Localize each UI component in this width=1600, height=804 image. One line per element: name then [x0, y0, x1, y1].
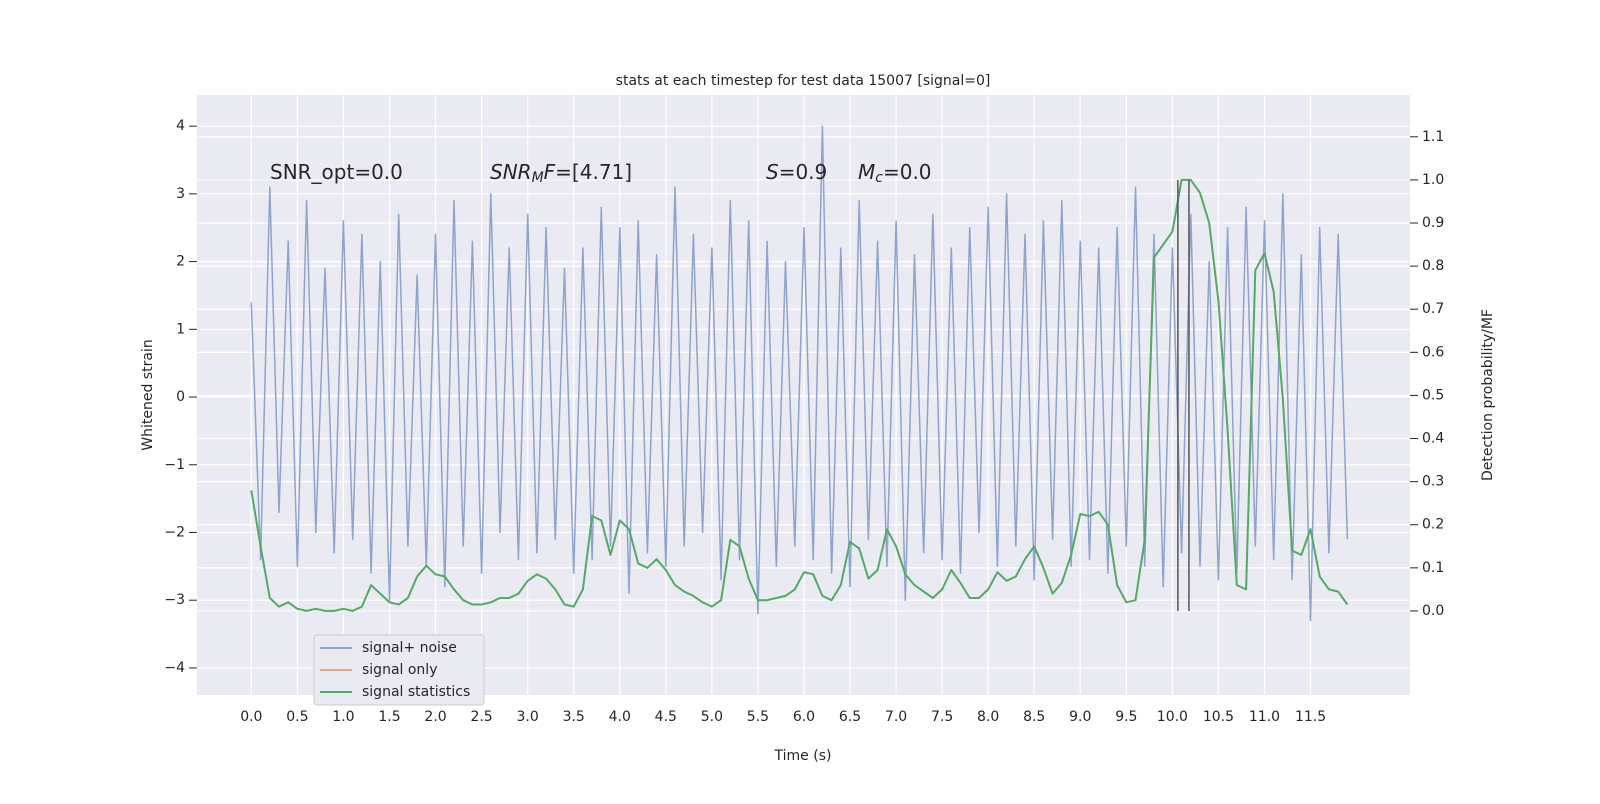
- y-tick-label: 3: [176, 186, 185, 202]
- annotation-part: =0.9: [779, 160, 828, 184]
- x-tick-label: 7.0: [885, 709, 907, 725]
- x-tick-label: 7.5: [931, 709, 953, 725]
- x-tick-label: 4.5: [655, 709, 677, 725]
- x-tick-label: 0.5: [286, 709, 308, 725]
- y2-tick-label: 0.1: [1422, 560, 1444, 576]
- y2-tick-label: 0.2: [1422, 517, 1444, 533]
- x-tick-label: 3.0: [517, 709, 539, 725]
- y2-tick-label: 0.5: [1422, 387, 1444, 403]
- annotation: Mc=0.0: [858, 160, 932, 187]
- y-tick-label: −4: [164, 660, 185, 676]
- x-tick-label: 8.0: [977, 709, 999, 725]
- y2-tick-label: 1.0: [1422, 172, 1444, 188]
- legend-label: signal only: [362, 662, 437, 678]
- x-tick-label: 11.0: [1249, 709, 1280, 725]
- y-tick-label: −2: [164, 524, 185, 540]
- y2-tick-label: 0.8: [1422, 258, 1444, 274]
- x-tick-label: 9.0: [1069, 709, 1091, 725]
- x-tick-label: 3.5: [563, 709, 585, 725]
- y2-tick-label: 0.6: [1422, 344, 1444, 360]
- y-tick-label: −1: [164, 457, 185, 473]
- y2-tick-label: 0.4: [1422, 431, 1444, 447]
- series-line: [250, 178, 1349, 612]
- annotation-part: c: [875, 170, 883, 186]
- annotation-part: M: [532, 170, 544, 186]
- annotation-part: S: [766, 160, 779, 184]
- y-tick-label: 2: [176, 254, 185, 270]
- x-tick-label: 5.5: [747, 709, 769, 725]
- series-line: [250, 125, 1349, 622]
- annotation-part: SNR_opt=0.0: [270, 160, 403, 184]
- annotation-part: M: [858, 160, 875, 184]
- y2-tick-label: 0.9: [1422, 215, 1444, 231]
- x-tick-label: 8.5: [1023, 709, 1045, 725]
- y-tick-label: 0: [176, 389, 185, 405]
- annotation: SNR_opt=0.0: [270, 160, 403, 184]
- y2-tick-label: 0.3: [1422, 474, 1444, 490]
- y-tick-label: 4: [176, 118, 185, 134]
- annotation-part: SNR: [490, 160, 532, 184]
- x-tick-label: 6.5: [839, 709, 861, 725]
- annotation-part: F: [544, 160, 556, 184]
- y2-axis-label: Detection probability/MF: [1480, 309, 1496, 481]
- x-tick-label: 1.5: [378, 709, 400, 725]
- y2-tick-label: 0.7: [1422, 301, 1444, 317]
- annotation: SNRMF=[4.71]: [490, 160, 632, 187]
- x-tick-label: 11.5: [1295, 709, 1326, 725]
- annotation-part: =[4.71]: [555, 160, 632, 184]
- x-tick-label: 9.5: [1115, 709, 1137, 725]
- x-tick-label: 10.5: [1203, 709, 1234, 725]
- chart-title: stats at each timestep for test data 150…: [616, 73, 991, 89]
- x-tick-label: 0.0: [240, 709, 262, 725]
- x-tick-label: 5.0: [701, 709, 723, 725]
- x-tick-label: 6.0: [793, 709, 815, 725]
- y-tick-label: −3: [164, 592, 185, 608]
- x-axis-label: Time (s): [774, 748, 832, 764]
- x-tick-label: 1.0: [332, 709, 354, 725]
- y2-tick-label: 1.1: [1422, 129, 1444, 145]
- annotation-part: =0.0: [883, 160, 932, 184]
- legend-label: signal+ noise: [362, 640, 457, 656]
- y-tick-label: 1: [176, 321, 185, 337]
- x-tick-label: 4.0: [609, 709, 631, 725]
- legend-label: signal statistics: [362, 684, 470, 700]
- x-tick-label: 2.5: [470, 709, 492, 725]
- y-axis-label: Whitened strain: [140, 339, 156, 450]
- legend-box: [313, 634, 485, 706]
- annotation: S=0.9: [766, 160, 827, 184]
- x-tick-label: 2.0: [424, 709, 446, 725]
- x-tick-label: 10.0: [1157, 709, 1188, 725]
- y2-tick-label: 0.0: [1422, 603, 1444, 619]
